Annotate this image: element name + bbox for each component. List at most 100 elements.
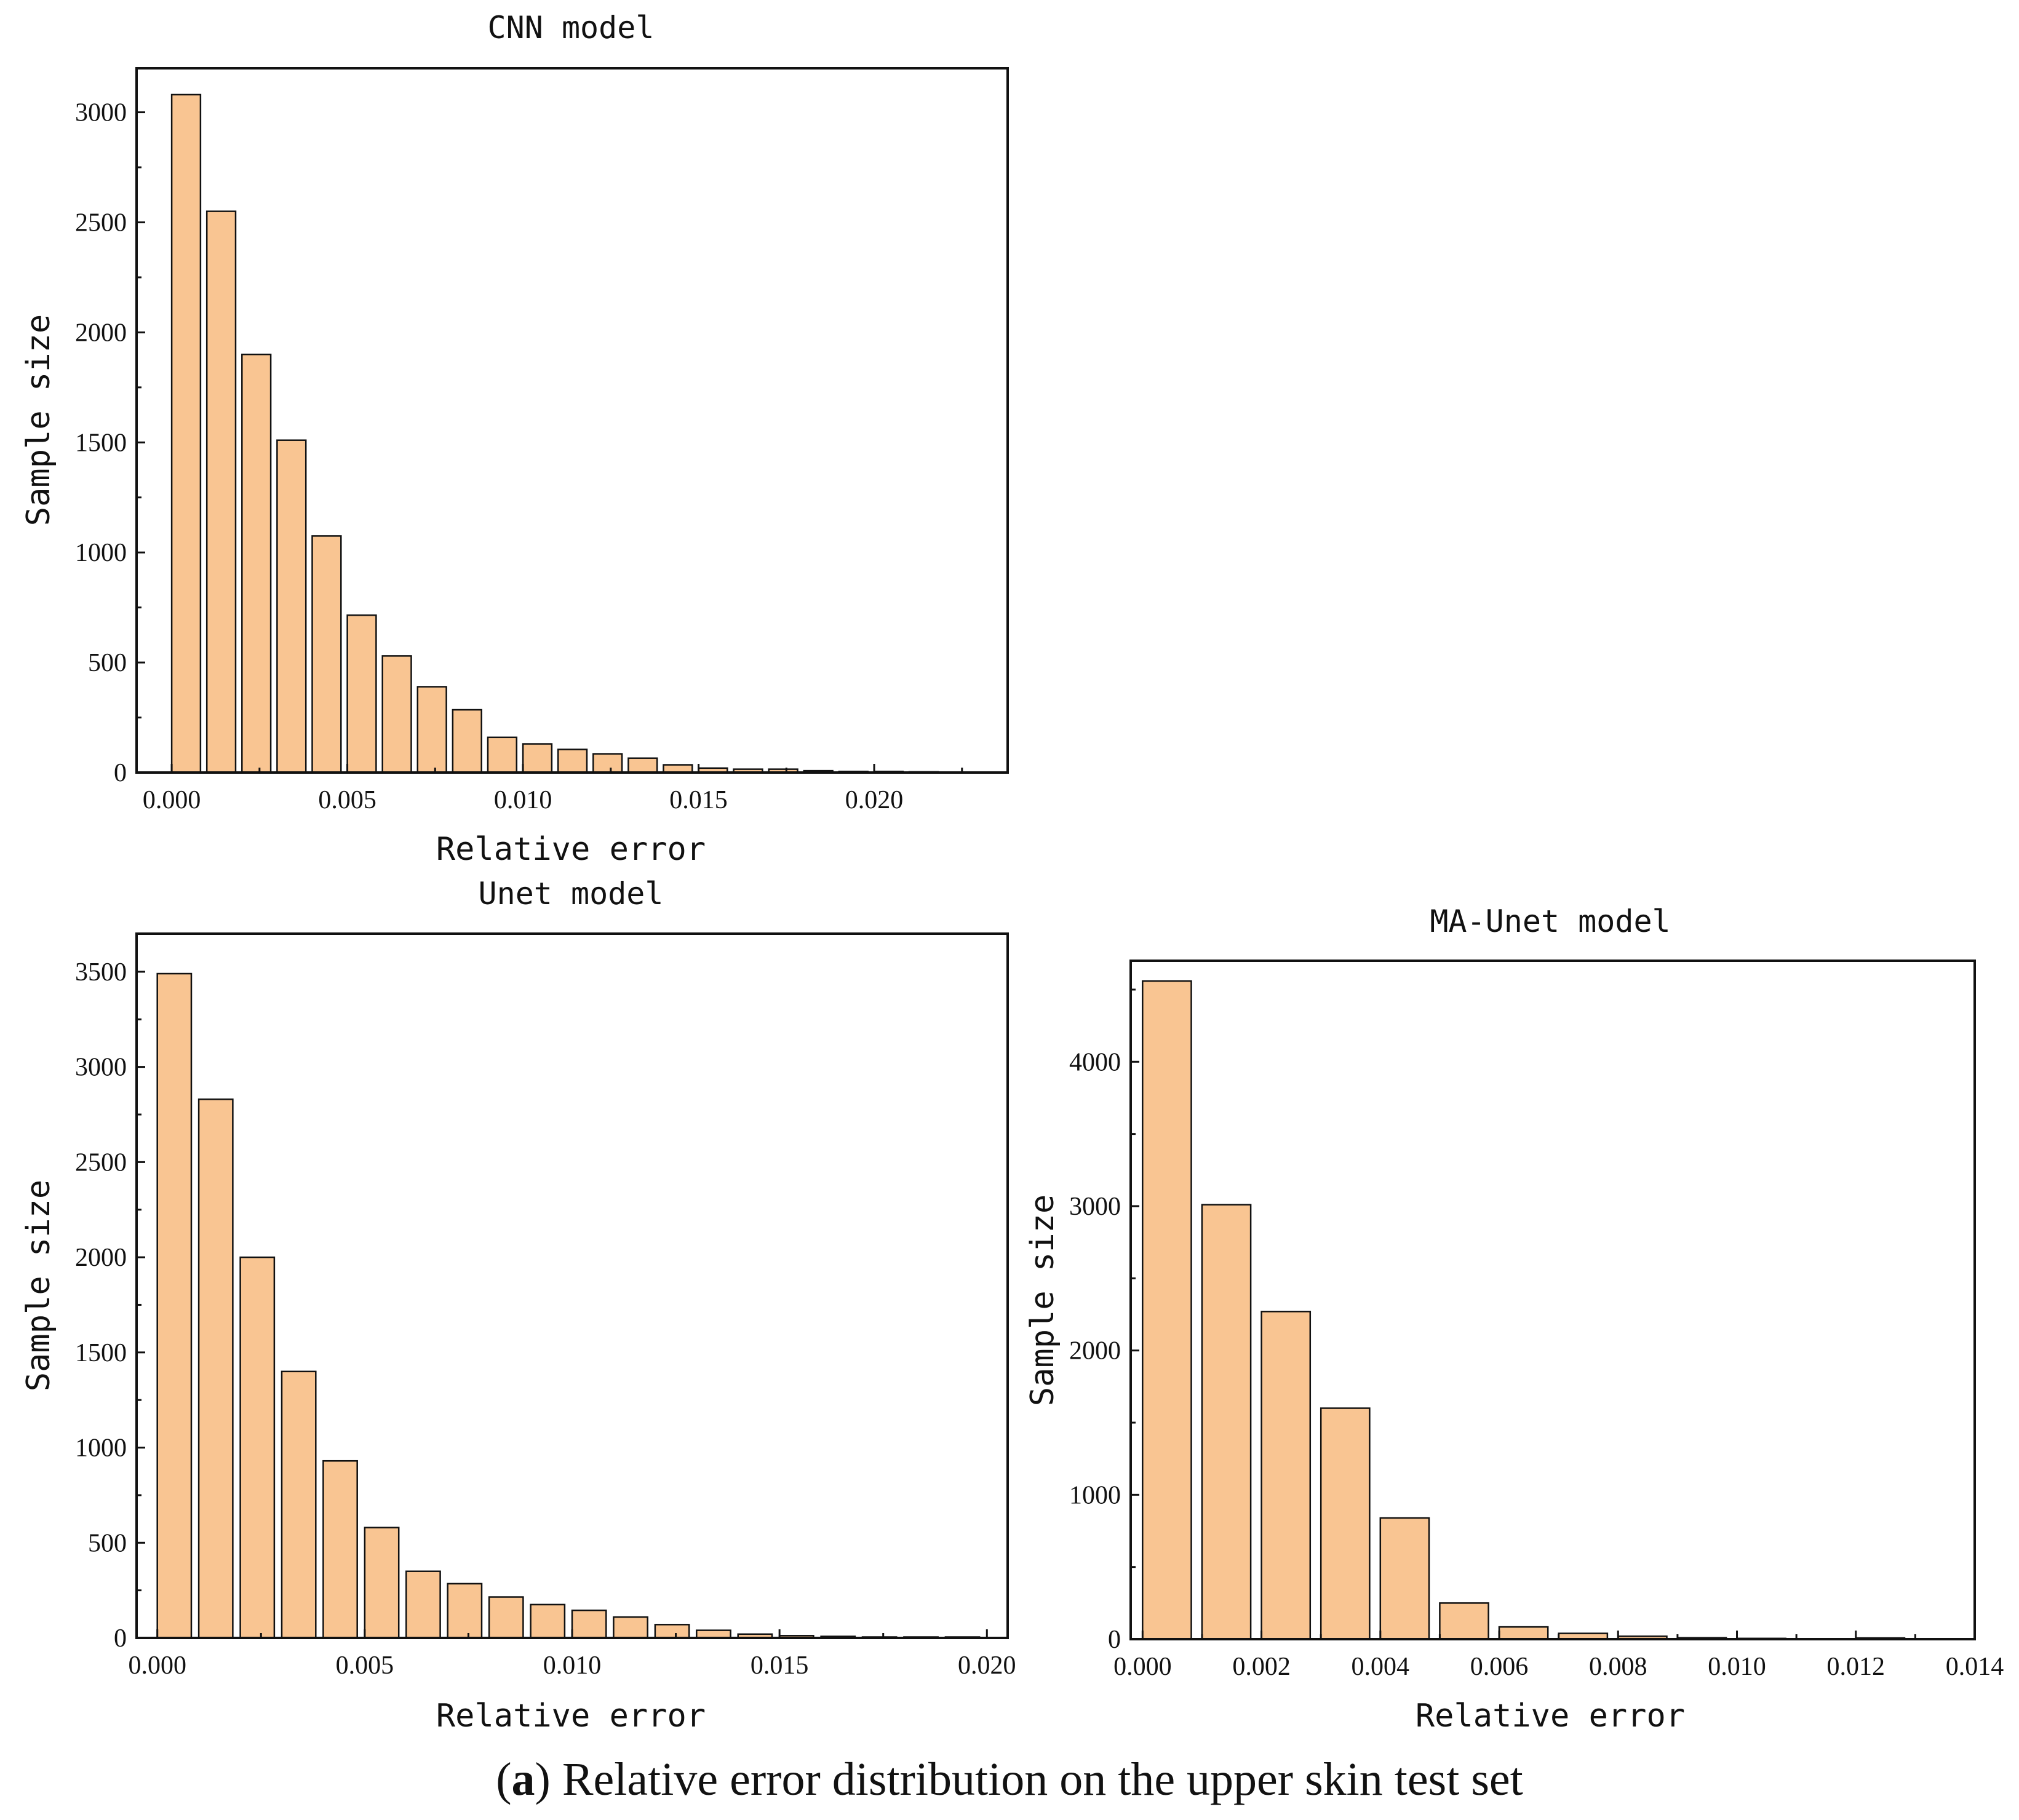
x-tick-label: 0.010: [494, 786, 552, 814]
bar: [627, 757, 658, 774]
bar: [1201, 1204, 1252, 1640]
bar: [1260, 1311, 1312, 1640]
y-tick-label: 3000: [75, 99, 127, 127]
bar-group: [156, 972, 981, 1639]
y-tick-label: 500: [88, 1529, 127, 1557]
bar: [197, 1098, 234, 1639]
bar: [364, 1527, 400, 1639]
y-tick-label: 2500: [75, 209, 127, 237]
bar: [322, 1460, 358, 1639]
bar: [447, 1583, 483, 1639]
x-axis-label: Relative error: [436, 1698, 706, 1735]
bar: [1379, 1517, 1430, 1640]
y-tick-label: 0: [114, 759, 127, 787]
y-tick-label: 3500: [75, 958, 127, 987]
x-tick-label: 0.014: [1946, 1653, 2004, 1681]
y-tick-label: 2500: [75, 1148, 127, 1177]
y-tick-label: 3000: [1069, 1193, 1121, 1221]
cnn-histogram: CNN model 0 500 1000 1500 2000 2500 3000 0.000…: [20, 10, 1009, 868]
bar: [1142, 980, 1192, 1640]
x-axis: 0.000 0.002 0.004 0.006 0.008 0.010 0.012 0.014: [1113, 1631, 2004, 1681]
y-tick-label: 1500: [75, 1339, 127, 1367]
bar: [487, 736, 518, 774]
x-tick-label: 0.008: [1589, 1653, 1647, 1681]
chart-title: MA-Unet model: [1430, 904, 1670, 939]
chart-title: CNN model: [488, 10, 655, 46]
caption-close-paren: ): [535, 1754, 551, 1805]
bar: [488, 1596, 524, 1639]
y-tick-label: 1000: [75, 1434, 127, 1463]
y-tick-label: 0: [114, 1624, 127, 1653]
bar: [522, 743, 553, 774]
plot-frame: [135, 67, 1009, 774]
x-axis: 0.000 0.005 0.010 0.015 0.020: [143, 764, 963, 814]
y-tick-label: 1500: [75, 429, 127, 457]
y-tick-label: 3000: [75, 1054, 127, 1082]
bar: [205, 210, 237, 774]
x-tick-label: 0.020: [958, 1651, 1016, 1680]
x-tick-label: 0.004: [1352, 1653, 1410, 1681]
y-axis: 0 1000 2000 3000 4000: [1069, 988, 1139, 1654]
bar: [156, 972, 193, 1639]
y-axis: 0 500 1000 1500 2000 2500 3000 3500: [75, 958, 145, 1653]
chart-title: Unet model: [478, 876, 663, 912]
y-axis-label: Sample size: [20, 1180, 57, 1391]
y-tick-label: 2000: [75, 319, 127, 347]
x-tick-label: 0.010: [1708, 1653, 1766, 1681]
y-tick-label: 500: [88, 649, 127, 677]
bar: [276, 439, 307, 774]
x-tick-label: 0.002: [1232, 1653, 1291, 1681]
caption-open-paren: (: [496, 1754, 511, 1805]
y-axis-label: Sample size: [20, 314, 57, 526]
bar: [557, 749, 588, 774]
x-tick-label: 0.015: [751, 1651, 809, 1680]
caption-letter: a: [512, 1754, 535, 1805]
bar: [571, 1609, 607, 1639]
y-tick-label: 2000: [1069, 1337, 1121, 1365]
bar: [1439, 1602, 1489, 1640]
y-axis: 0 500 1000 1500 2000 2500 3000: [75, 99, 145, 787]
x-tick-label: 0.012: [1827, 1653, 1886, 1681]
bar: [613, 1616, 648, 1639]
y-tick-label: 1000: [75, 539, 127, 567]
unet-histogram: Unet model 0500100015002000250030003500 …: [20, 876, 1016, 1735]
bar: [346, 614, 377, 774]
y-axis-label: Sample size: [1024, 1194, 1061, 1406]
bar: [381, 655, 412, 774]
x-tick-label: 0.006: [1470, 1653, 1529, 1681]
x-tick-label: 0.010: [543, 1651, 602, 1680]
x-tick-label: 0.020: [845, 786, 904, 814]
bar: [1498, 1626, 1549, 1640]
x-tick-label: 0.000: [128, 1651, 186, 1680]
bar: [239, 1256, 276, 1639]
x-tick-label: 0.005: [336, 1651, 394, 1680]
bar: [405, 1570, 441, 1639]
caption-text: Relative error distribution on the upper…: [551, 1754, 1523, 1805]
x-tick-label: 0.005: [318, 786, 376, 814]
x-tick-label: 0.000: [143, 786, 201, 814]
bar: [452, 709, 482, 774]
y-tick-label: 1000: [1069, 1481, 1121, 1509]
bar-group: [1142, 980, 1965, 1640]
bar: [281, 1370, 317, 1639]
bar: [416, 686, 447, 774]
x-tick-label: 0.015: [669, 786, 728, 814]
y-tick-label: 0: [1108, 1626, 1121, 1654]
figure-caption: (a) Relative error distribution on the u…: [496, 1754, 1523, 1805]
bar: [530, 1603, 566, 1639]
y-tick-label: 2000: [75, 1244, 127, 1272]
bar: [592, 753, 623, 774]
bar: [654, 1624, 690, 1639]
bar: [170, 93, 202, 774]
bar-group: [170, 93, 974, 774]
x-tick-label: 0.000: [1113, 1653, 1172, 1681]
bar: [311, 535, 342, 774]
plot-frame: [1129, 960, 1976, 1640]
bar: [241, 353, 272, 774]
x-axis: 0.000 0.005 0.010 0.015 0.020: [128, 1629, 1016, 1680]
x-axis-label: Relative error: [436, 831, 706, 868]
x-axis-label: Relative error: [1416, 1698, 1685, 1735]
y-tick-label: 4000: [1069, 1048, 1121, 1076]
